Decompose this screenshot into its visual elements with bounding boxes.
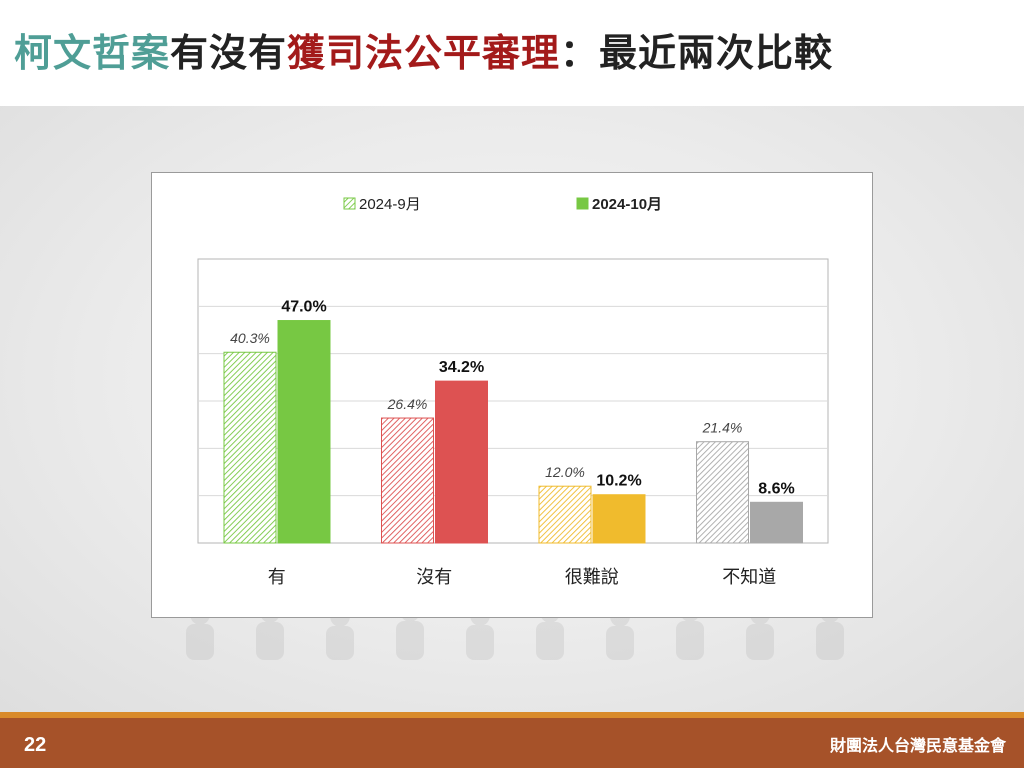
legend-swatch-sep (343, 197, 356, 210)
legend-swatch-oct (576, 197, 589, 210)
bar-oct-1 (435, 380, 488, 544)
footer-stripe (0, 712, 1024, 718)
title-part-comparison: ：最近兩次比較 (560, 31, 834, 75)
title-part-question: 有沒有 (170, 31, 288, 75)
bar-sep-0 (223, 351, 277, 544)
title-part-highlight: 獲司法公平審理 (287, 31, 561, 75)
x-tick-label: 沒有 (416, 567, 452, 588)
data-label-sep-0: 40.3% (230, 330, 270, 346)
organization-name: 財團法人台灣民意基金會 (829, 736, 1006, 755)
bar-oct-2 (592, 494, 646, 544)
legend-label-oct: 2024-10月 (592, 196, 662, 213)
data-label-sep-3: 21.4% (702, 420, 743, 436)
data-label-oct-1: 34.2% (439, 359, 484, 376)
data-label-sep-2: 12.0% (545, 464, 585, 480)
x-tick-label: 不知道 (722, 567, 776, 588)
data-label-oct-2: 10.2% (596, 473, 641, 490)
page-number: 22 (24, 734, 47, 756)
data-label-sep-1: 26.4% (387, 396, 428, 412)
data-label-oct-0: 47.0% (281, 299, 326, 316)
bar-sep-1 (381, 417, 434, 544)
chart-panel: 2024-9月 2024-10月 40.3% 47.0% 有 26.4% 34.2% 沒有 12… (151, 172, 873, 618)
data-label-oct-3: 8.6% (758, 480, 794, 497)
title-bar: 柯文哲案有沒有獲司法公平審理：最近兩次比較 (0, 0, 1024, 106)
x-tick-label: 很難說 (565, 567, 619, 588)
bar-sep-2 (538, 485, 592, 544)
bar-chart: 2024-9月 2024-10月 40.3% 47.0% 有 26.4% 34.2% 沒有 12… (197, 196, 829, 588)
bar-oct-0 (277, 320, 331, 544)
footer-bar: 22 財團法人台灣民意基金會 (0, 712, 1024, 768)
bar-sep-3 (696, 441, 749, 544)
legend-label-sep: 2024-9月 (359, 196, 421, 213)
bar-oct-3 (750, 501, 803, 544)
x-tick-label: 有 (268, 567, 286, 588)
title-part-subject: 柯文哲案 (14, 31, 171, 75)
slide-title: 柯文哲案有沒有獲司法公平審理：最近兩次比較 (14, 22, 833, 77)
